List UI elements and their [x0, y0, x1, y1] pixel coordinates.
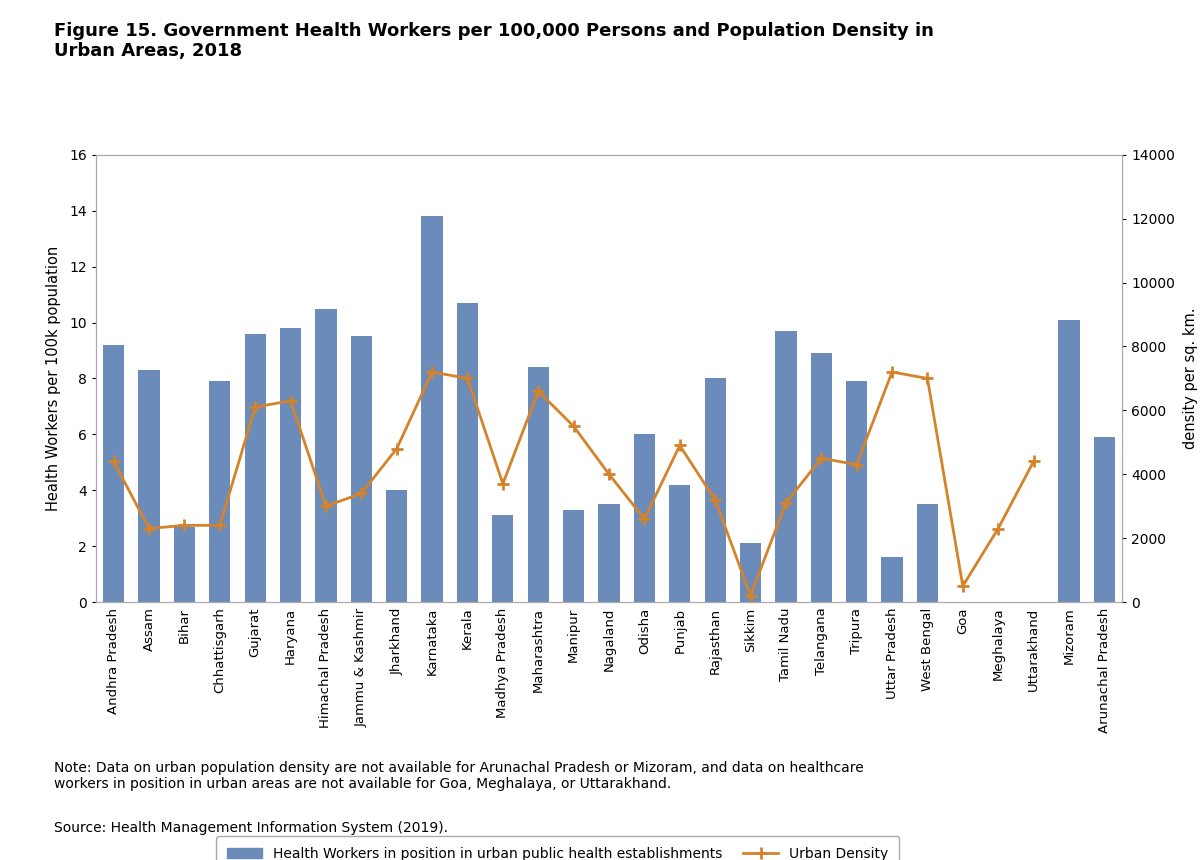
Bar: [245, 334, 266, 602]
Bar: [775, 331, 797, 602]
Bar: [174, 526, 196, 602]
Bar: [670, 485, 690, 602]
Text: Source: Health Management Information System (2019).: Source: Health Management Information Sy…: [54, 821, 448, 835]
Bar: [811, 353, 832, 602]
Bar: [528, 367, 548, 602]
Bar: [563, 510, 584, 602]
Bar: [457, 303, 478, 602]
Bar: [316, 309, 336, 602]
Bar: [882, 557, 902, 602]
Bar: [280, 328, 301, 602]
Bar: [138, 370, 160, 602]
Legend: Health Workers in position in urban public health establishments, Urban Density: Health Workers in position in urban publ…: [216, 836, 899, 860]
Bar: [846, 381, 868, 602]
Text: Note: Data on urban population density are not available for Arunachal Pradesh o: Note: Data on urban population density a…: [54, 761, 864, 791]
Text: Figure 15. Government Health Workers per 100,000 Persons and Population Density : Figure 15. Government Health Workers per…: [54, 22, 934, 60]
Bar: [599, 504, 619, 602]
Bar: [350, 336, 372, 602]
Bar: [634, 434, 655, 602]
Bar: [209, 381, 230, 602]
Y-axis label: Health Workers per 100k population: Health Workers per 100k population: [46, 246, 61, 511]
Bar: [492, 515, 514, 602]
Y-axis label: density per sq. km.: density per sq. km.: [1183, 308, 1199, 449]
Bar: [103, 345, 125, 602]
Bar: [740, 544, 761, 602]
Bar: [386, 490, 407, 602]
Bar: [1093, 437, 1115, 602]
Bar: [1058, 320, 1080, 602]
Bar: [917, 504, 938, 602]
Bar: [421, 216, 443, 602]
Bar: [704, 378, 726, 602]
